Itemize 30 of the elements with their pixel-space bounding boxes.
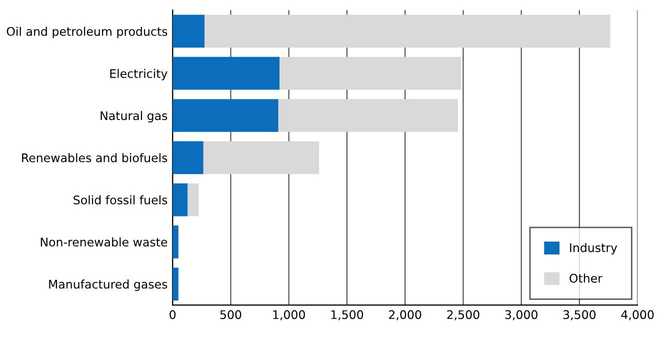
x-tick-label: 2,000 (389, 310, 422, 320)
legend-label: Other (570, 274, 602, 283)
bar (278, 99, 458, 132)
x-tick-label: 500 (220, 310, 242, 320)
bar (172, 225, 178, 258)
x-tick-label: 1,000 (273, 310, 305, 320)
bar (172, 268, 178, 300)
y-tick-label: Electricity (110, 68, 168, 80)
y-tick-label: Manufactured gases (49, 280, 168, 291)
x-tick-label: 4,000 (621, 310, 654, 320)
bar (188, 183, 199, 216)
bar (280, 56, 461, 90)
bar (172, 183, 188, 216)
bar (172, 14, 205, 48)
x-tick-label: 2,500 (447, 310, 480, 320)
bar (203, 141, 320, 174)
y-tick-label: Solid fossil fuels (74, 195, 168, 204)
bar (204, 14, 610, 48)
x-tick-label: 3,000 (505, 310, 538, 320)
x-tick-label: 1,500 (331, 310, 364, 320)
y-tick-label: Natural gas (100, 111, 168, 122)
y-tick-label: Non-renewable waste (40, 237, 168, 247)
legend-label: Industry (570, 243, 618, 254)
x-tick-label: 3,500 (563, 310, 596, 320)
bar (172, 56, 280, 90)
x-tick-label: 0 (170, 310, 176, 320)
bar (172, 99, 278, 132)
y-tick-label: Renewables and biofuels (22, 153, 168, 162)
y-tick-label: Oil and petroleum products (6, 26, 168, 38)
bar (172, 141, 204, 174)
